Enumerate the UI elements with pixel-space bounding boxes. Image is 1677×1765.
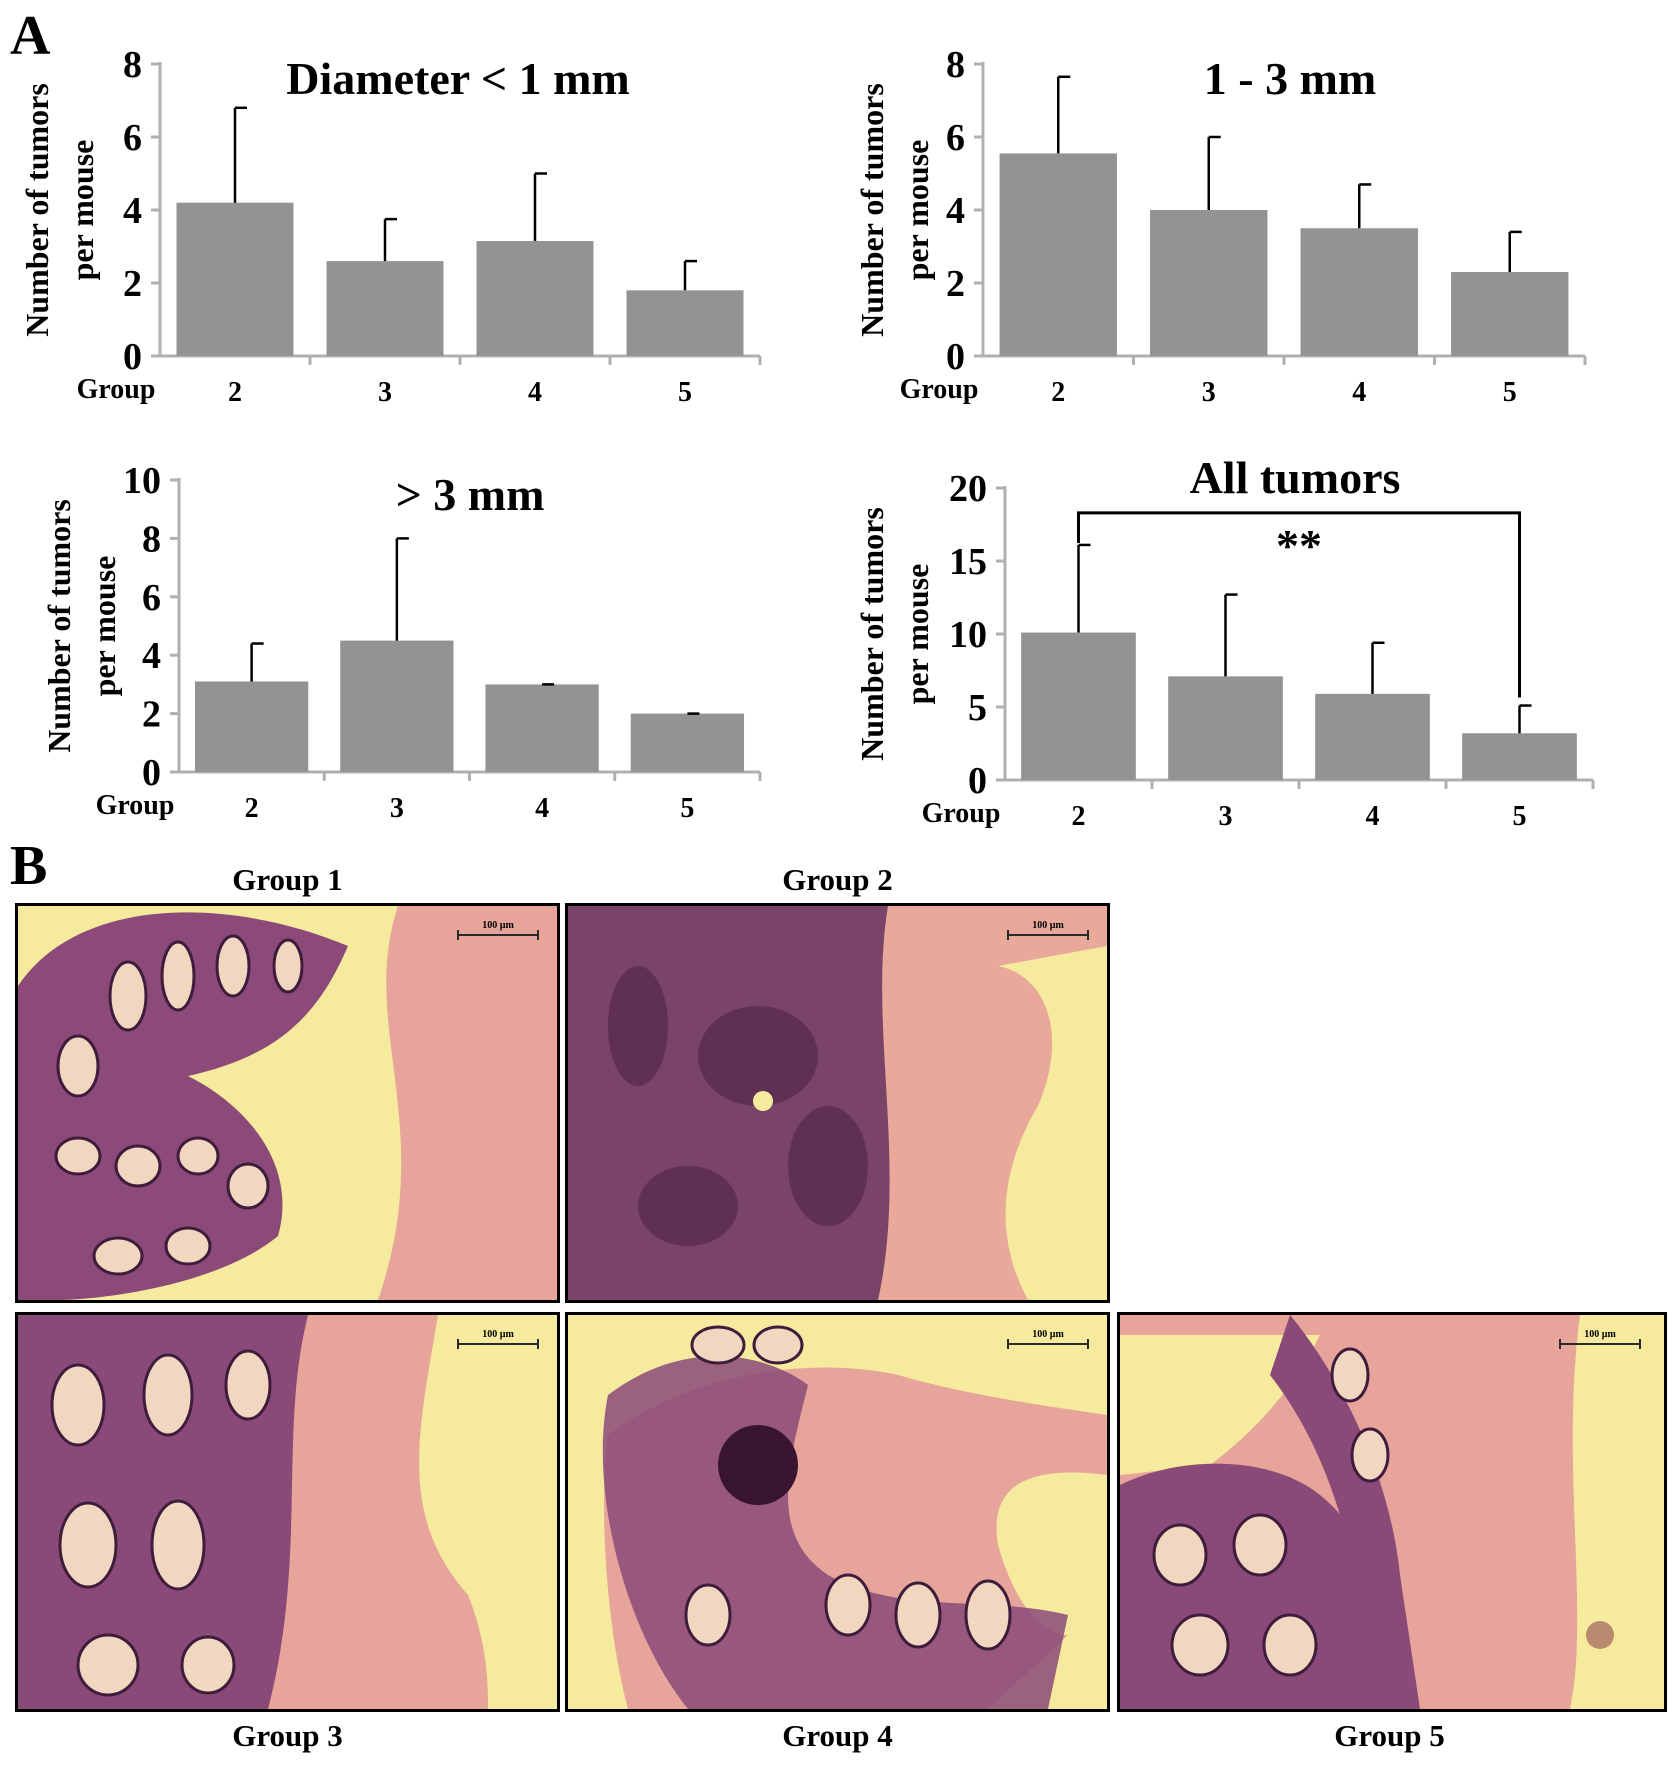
bar-group-4 xyxy=(485,684,599,772)
y-tick-label: 0 xyxy=(946,336,965,378)
y-tick-label: 4 xyxy=(123,190,142,232)
chart-title: > 3 mm xyxy=(396,469,545,520)
y-axis-label: Number of tumors xyxy=(19,83,55,337)
y-tick-label: 6 xyxy=(142,577,161,619)
y-tick-label: 0 xyxy=(968,760,987,802)
micrograph-caption-group-5: Group 5 xyxy=(1334,1718,1445,1753)
x-category-label: 5 xyxy=(678,377,692,408)
y-tick-label: 10 xyxy=(123,460,161,502)
y-tick-label: 8 xyxy=(123,44,142,86)
micrograph-group-4: 100 µm xyxy=(565,1312,1110,1712)
x-category-label: 4 xyxy=(528,377,542,408)
x-axis-label: Group xyxy=(922,798,1001,829)
scale-bar-label: 100 µm xyxy=(482,920,514,931)
y-tick-label: 5 xyxy=(968,687,987,729)
micrograph-image: 100 µm xyxy=(568,906,1107,1300)
bar-group-2 xyxy=(999,153,1117,356)
bar-group-3 xyxy=(340,640,454,772)
scale-bar-label: 100 µm xyxy=(1584,1329,1616,1340)
bar-group-4 xyxy=(1315,693,1430,780)
x-category-label: 3 xyxy=(1202,377,1216,408)
micrograph-group-3: 100 µm xyxy=(15,1312,560,1712)
x-category-label: 4 xyxy=(1352,377,1366,408)
x-category-label: 3 xyxy=(1219,801,1233,832)
x-category-label: 2 xyxy=(1072,801,1086,832)
bar-group-5 xyxy=(1462,733,1577,780)
x-category-label: 2 xyxy=(1051,377,1065,408)
micrograph-group-5: 100 µm xyxy=(1117,1312,1667,1712)
bar-group-3 xyxy=(326,261,444,356)
bar-charts: 0 2 4 6 8 2 3 4 5 Group Diameter < 1 mm Number of t… xyxy=(19,44,1595,832)
y-tick-label: 0 xyxy=(142,752,161,794)
bar-group-5 xyxy=(626,290,744,356)
micrograph-image: 100 µm xyxy=(568,1315,1107,1709)
micrograph-caption-group-1: Group 1 xyxy=(232,862,343,897)
x-category-label: 4 xyxy=(535,793,549,824)
bar-group-4 xyxy=(476,241,594,356)
micrograph-group-2: 100 µm xyxy=(565,903,1110,1303)
y-axis-label-line-2: per mouse xyxy=(899,564,935,705)
chart-3: 0 2 4 6 8 10 2 3 4 5 Group > 3 mm Number of tumors pe… xyxy=(41,460,762,824)
y-axis-label: Number of tumors xyxy=(41,499,77,753)
micrograph-caption-group-4: Group 4 xyxy=(782,1718,893,1753)
bar-group-2 xyxy=(194,681,309,772)
micrograph-caption-group-2: Group 2 xyxy=(782,862,893,897)
micrograph-image: 100 µm xyxy=(18,906,557,1300)
y-tick-label: 20 xyxy=(949,468,987,510)
x-category-label: 2 xyxy=(245,793,259,824)
scale-bar-label: 100 µm xyxy=(1032,1329,1064,1340)
bar-group-4 xyxy=(1300,228,1418,356)
x-axis-label: Group xyxy=(900,374,979,405)
y-tick-label: 4 xyxy=(946,190,965,232)
bar-group-3 xyxy=(1168,676,1283,780)
micrograph-group-1: 100 µm xyxy=(15,903,560,1303)
y-tick-label: 8 xyxy=(946,44,965,86)
y-axis-label: Number of tumors xyxy=(854,507,890,761)
y-tick-label: 8 xyxy=(142,518,161,560)
y-tick-label: 0 xyxy=(123,336,142,378)
y-axis-label-line-2: per mouse xyxy=(899,140,935,281)
y-tick-label: 2 xyxy=(123,263,142,305)
x-axis-label: Group xyxy=(96,790,175,821)
bar-group-2 xyxy=(1021,632,1136,780)
y-tick-label: 15 xyxy=(949,541,987,583)
micrograph-image: 100 µm xyxy=(1120,1315,1664,1709)
y-tick-label: 4 xyxy=(142,635,161,677)
bar-group-5 xyxy=(1451,272,1569,356)
y-tick-label: 2 xyxy=(142,694,161,736)
micrograph-image: 100 µm xyxy=(18,1315,557,1709)
panel-label-a: A xyxy=(10,5,51,67)
y-axis-label: Number of tumors xyxy=(854,83,890,337)
chart-4: 0 5 10 15 20 2 3 4 5 Group All tumors Number of tum… xyxy=(854,452,1595,832)
x-category-label: 5 xyxy=(680,793,694,824)
significance-bracket xyxy=(1077,511,1521,698)
y-tick-label: 10 xyxy=(949,614,987,656)
chart-title: 1 - 3 mm xyxy=(1204,53,1376,104)
significance-label: ** xyxy=(1276,520,1322,571)
panel-label-b: B xyxy=(10,835,48,897)
micrograph-caption-group-3: Group 3 xyxy=(232,1718,343,1753)
bar-group-5 xyxy=(630,713,745,772)
chart-1: 0 2 4 6 8 2 3 4 5 Group Diameter < 1 mm Number of t… xyxy=(19,44,762,408)
chart-title: Diameter < 1 mm xyxy=(286,53,629,104)
y-tick-label: 6 xyxy=(946,117,965,159)
x-category-label: 5 xyxy=(1513,801,1527,832)
bar-group-2 xyxy=(176,202,294,356)
chart-title: All tumors xyxy=(1190,452,1401,503)
x-category-label: 4 xyxy=(1366,801,1380,832)
y-tick-label: 2 xyxy=(946,263,965,305)
y-axis-label-line-2: per mouse xyxy=(86,556,122,697)
bar-group-3 xyxy=(1150,210,1268,356)
scale-bar-label: 100 µm xyxy=(482,1329,514,1340)
x-category-label: 3 xyxy=(390,793,404,824)
x-category-label: 3 xyxy=(378,377,392,408)
x-axis-label: Group xyxy=(77,374,156,405)
y-tick-label: 6 xyxy=(123,117,142,159)
x-category-label: 2 xyxy=(228,377,242,408)
chart-2: 0 2 4 6 8 2 3 4 5 Group 1 - 3 mm Number of tumors pe… xyxy=(854,44,1587,408)
y-axis-label-line-2: per mouse xyxy=(64,140,100,281)
scale-bar-label: 100 µm xyxy=(1032,920,1064,931)
x-category-label: 5 xyxy=(1503,377,1517,408)
